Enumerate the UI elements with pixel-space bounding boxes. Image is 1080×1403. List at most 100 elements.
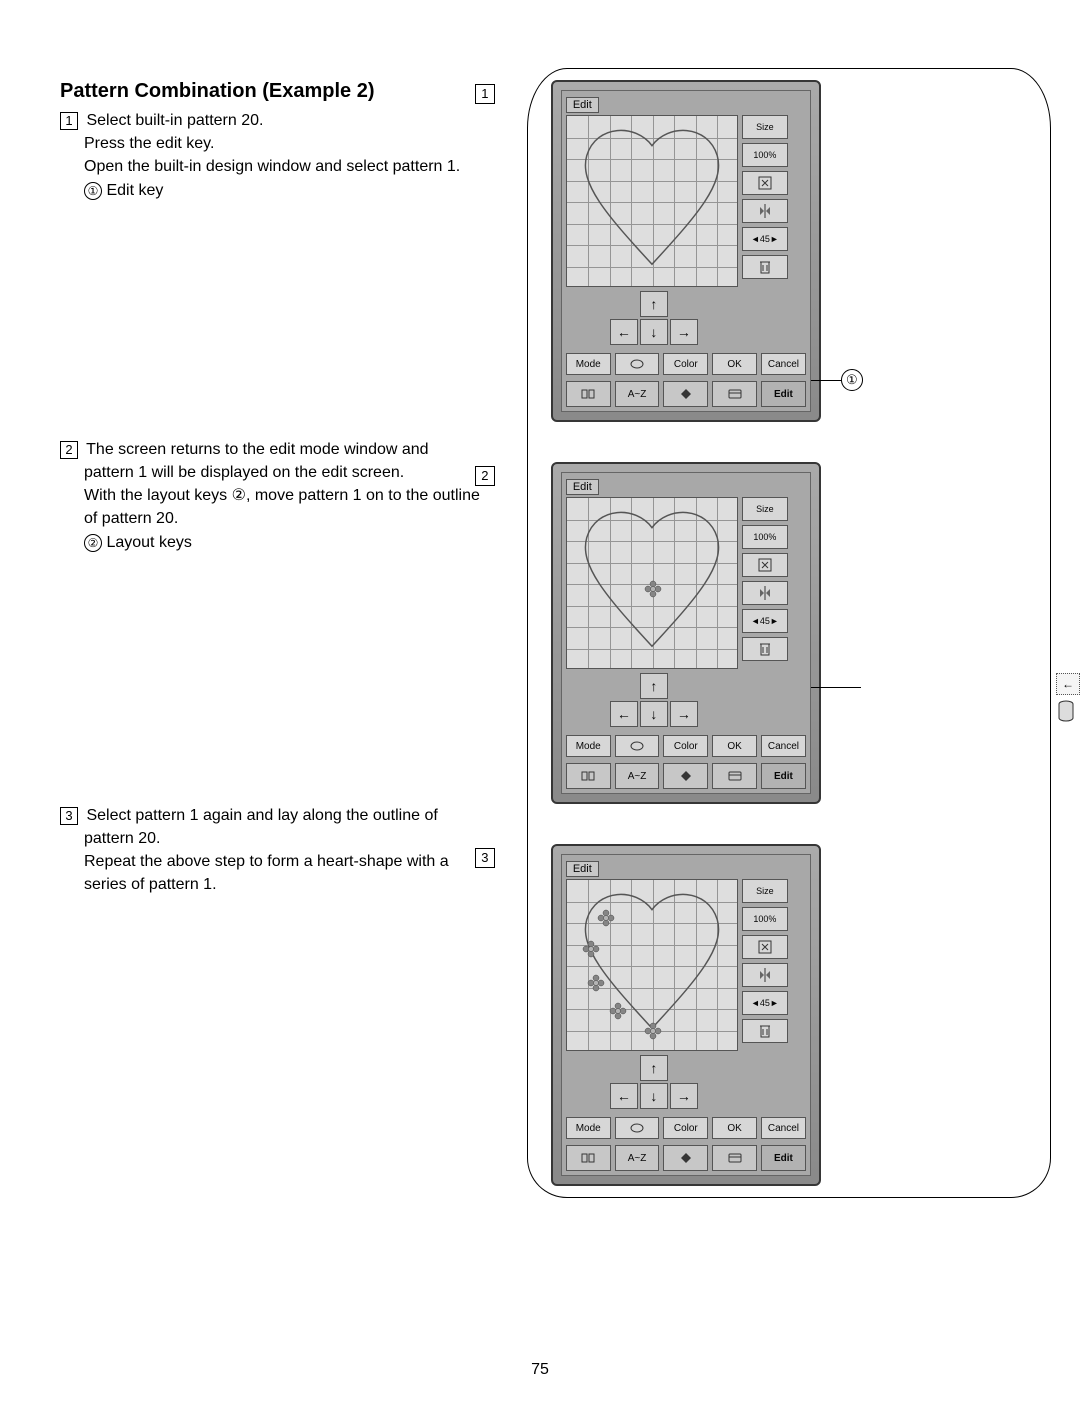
mode-button[interactable]: Mode xyxy=(566,1117,611,1139)
edit-button[interactable]: Edit xyxy=(761,763,806,789)
step-1-ref-label: Edit key xyxy=(106,182,163,199)
az-button[interactable]: A~Z xyxy=(615,381,660,407)
edit-canvas[interactable] xyxy=(566,497,738,669)
flower-icon xyxy=(644,1022,662,1040)
mode-button[interactable]: Mode xyxy=(566,735,611,757)
rotate-45-button[interactable]: ◄45► xyxy=(742,609,788,633)
size-button[interactable]: Size xyxy=(742,879,788,903)
side-toolbar: Size100%◄45► xyxy=(742,115,788,287)
spool-icon xyxy=(1056,699,1076,723)
screen-label-2: 2 xyxy=(475,466,495,486)
card-icon[interactable] xyxy=(712,1145,757,1171)
resize-button[interactable] xyxy=(742,553,788,577)
step-2-line-3: of pattern 20. xyxy=(60,507,491,530)
layout-arrow-pad: ↑ ← ↓ → xyxy=(610,1055,806,1109)
card-icon[interactable] xyxy=(712,381,757,407)
screen-label-1: 1 xyxy=(475,84,495,104)
mirror-button[interactable] xyxy=(742,581,788,605)
edit-tab[interactable]: Edit xyxy=(566,97,599,113)
design-icon[interactable] xyxy=(663,381,708,407)
mirror-button[interactable] xyxy=(742,199,788,223)
action-row: Mode ColorOKCancel xyxy=(566,353,806,375)
edit-canvas[interactable] xyxy=(566,879,738,1051)
step-3-line-3: series of pattern 1. xyxy=(60,873,491,896)
page-title: Pattern Combination (Example 2) xyxy=(60,80,491,103)
az-button[interactable]: A~Z xyxy=(615,763,660,789)
arrow-down-button[interactable]: ↓ xyxy=(640,1083,668,1109)
color-button[interactable]: Color xyxy=(663,353,708,375)
az-button[interactable]: A~Z xyxy=(615,1145,660,1171)
step-num-3: 3 xyxy=(60,807,78,825)
arrow-down-button[interactable]: ↓ xyxy=(640,701,668,727)
action-row: Mode ColorOKCancel xyxy=(566,735,806,757)
edit-tab[interactable]: Edit xyxy=(566,861,599,877)
arrow-right-button[interactable]: → xyxy=(670,701,698,727)
flower-icon xyxy=(644,580,662,598)
arrow-right-button[interactable]: → xyxy=(670,1083,698,1109)
settings-icon[interactable] xyxy=(566,1145,611,1171)
callout-edit-key: ① xyxy=(841,369,863,391)
design-icon[interactable] xyxy=(663,763,708,789)
step-2-line-0: The screen returns to the edit mode wind… xyxy=(86,441,428,458)
step-1-ref-mark: ① xyxy=(84,182,102,200)
design-icon[interactable] xyxy=(663,1145,708,1171)
arrow-left-button[interactable]: ← xyxy=(610,319,638,345)
delete-button[interactable] xyxy=(742,637,788,661)
settings-icon[interactable] xyxy=(566,763,611,789)
hoop-icon[interactable] xyxy=(615,353,660,375)
flower-icon xyxy=(587,974,605,992)
layout-arrow-pad: ↑ ← ↓ → xyxy=(610,673,806,727)
arrow-up-button[interactable]: ↑ xyxy=(640,291,668,317)
delete-button[interactable] xyxy=(742,255,788,279)
resize-button[interactable] xyxy=(742,935,788,959)
color-button[interactable]: Color xyxy=(663,735,708,757)
callout-line xyxy=(811,687,861,688)
step-3-line-1: pattern 20. xyxy=(60,827,491,850)
cancel-button[interactable]: Cancel xyxy=(761,1117,806,1139)
rotate-45-button[interactable]: ◄45► xyxy=(742,227,788,251)
size-button[interactable]: Size xyxy=(742,115,788,139)
ok-button[interactable]: OK xyxy=(712,735,757,757)
mode-button[interactable]: Mode xyxy=(566,353,611,375)
arrow-left-button[interactable]: ← xyxy=(610,1083,638,1109)
step-2-line-1: pattern 1 will be displayed on the edit … xyxy=(60,461,491,484)
size-value: 100% xyxy=(742,525,788,549)
edit-button[interactable]: Edit xyxy=(761,1145,806,1171)
arrow-up-button[interactable]: ↑ xyxy=(640,673,668,699)
step-num-2: 2 xyxy=(60,441,78,459)
hoop-icon[interactable] xyxy=(615,735,660,757)
bottom-row: A~Z Edit xyxy=(566,763,806,789)
mirror-button[interactable] xyxy=(742,963,788,987)
screen-group-1: 1 Edit Size100%◄45► xyxy=(511,80,1020,422)
bottom-row: A~Z Edit xyxy=(566,381,806,407)
step-3: 3 Select pattern 1 again and lay along t… xyxy=(60,804,491,897)
hoop-icon[interactable] xyxy=(615,1117,660,1139)
settings-icon[interactable] xyxy=(566,381,611,407)
edit-button[interactable]: Edit xyxy=(761,381,806,407)
card-icon[interactable] xyxy=(712,763,757,789)
color-button[interactable]: Color xyxy=(663,1117,708,1139)
step-2: 2 The screen returns to the edit mode wi… xyxy=(60,438,491,554)
device-screen: Edit Size100%◄45► ↑ ← xyxy=(551,80,821,422)
ok-button[interactable]: OK xyxy=(712,353,757,375)
step-2-ref-label: Layout keys xyxy=(106,534,191,551)
edit-tab[interactable]: Edit xyxy=(566,479,599,495)
heart-outline xyxy=(567,116,737,286)
arrow-down-button[interactable]: ↓ xyxy=(640,319,668,345)
arrow-up-button[interactable]: ↑ xyxy=(640,1055,668,1081)
left-column: Pattern Combination (Example 2) 1 Select… xyxy=(60,80,491,1226)
ok-button[interactable]: OK xyxy=(712,1117,757,1139)
resize-button[interactable] xyxy=(742,171,788,195)
size-button[interactable]: Size xyxy=(742,497,788,521)
arrow-right-button[interactable]: → xyxy=(670,319,698,345)
edit-canvas[interactable] xyxy=(566,115,738,287)
rotate-45-button[interactable]: ◄45► xyxy=(742,991,788,1015)
delete-button[interactable] xyxy=(742,1019,788,1043)
screen-group-2: 2 Edit Size100%◄45► xyxy=(511,462,1020,804)
cancel-button[interactable]: Cancel xyxy=(761,735,806,757)
screen-label-3: 3 xyxy=(475,848,495,868)
cancel-button[interactable]: Cancel xyxy=(761,353,806,375)
flower-icon xyxy=(609,1002,627,1020)
arrow-left-button[interactable]: ← xyxy=(610,701,638,727)
layout-arrow-pad: ↑ ← ↓ → xyxy=(610,291,806,345)
